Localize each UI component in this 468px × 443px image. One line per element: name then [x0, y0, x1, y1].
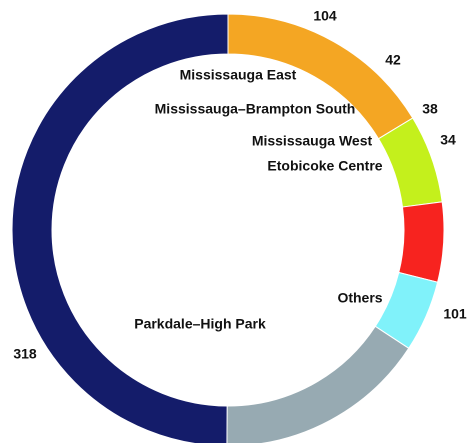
segment-label: Mississauga–Brampton South — [155, 101, 356, 117]
segment-label: Parkdale–High Park — [134, 316, 266, 332]
value-label: 34 — [440, 132, 456, 148]
segment-label: Others — [337, 290, 382, 306]
donut-segment — [398, 201, 445, 283]
segment-label: Mississauga East — [180, 67, 297, 83]
value-label: 42 — [385, 52, 401, 68]
value-label: 318 — [13, 346, 37, 362]
value-label: 104 — [313, 8, 337, 24]
donut-segment — [226, 325, 410, 443]
value-label: 38 — [422, 101, 438, 117]
donut-segment — [11, 13, 229, 443]
value-label: 101 — [443, 306, 467, 322]
segment-label: Etobicoke Centre — [267, 158, 382, 174]
segment-label: Mississauga West — [252, 133, 373, 149]
